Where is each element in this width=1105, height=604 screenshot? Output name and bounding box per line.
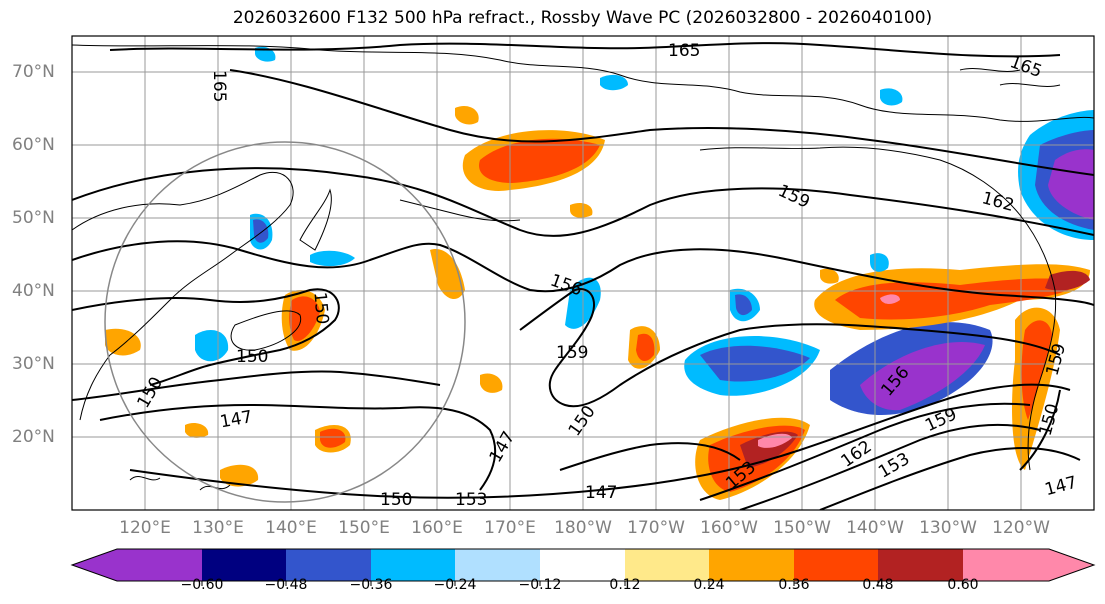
colorbar-cell — [202, 549, 286, 581]
colorbar-cell — [878, 549, 963, 581]
contour-label: 165 — [668, 41, 700, 61]
colorbar-cell — [540, 549, 625, 581]
lon-label-150e: 150°E — [338, 518, 390, 538]
lon-label-120w: 120°W — [992, 518, 1050, 538]
lat-label-60n: 60°N — [12, 135, 55, 155]
colorbar-cell — [371, 549, 455, 581]
contour-label: 150 — [380, 490, 412, 510]
source-region-circle — [104, 141, 466, 503]
contour-label: 150 — [236, 347, 268, 367]
map-title: 2026032600 F132 500 hPa refract., Rossby… — [232, 8, 933, 28]
lon-label-130w: 130°W — [919, 518, 977, 538]
lat-label-40n: 40°N — [12, 281, 55, 301]
map-plot-area: 165 165 165 159 162 156 159 150 147 147 … — [72, 36, 1094, 510]
colorbar-cell — [794, 549, 878, 581]
colorbar-outline — [70, 548, 1096, 582]
colorbar-tick-label: 0.12 — [609, 577, 641, 593]
colorbar-tick-label: −0.60 — [180, 577, 224, 593]
colorbar — [70, 548, 1096, 586]
colorbar-extend-max — [1049, 549, 1094, 581]
colorbar-tick-label: −0.36 — [349, 577, 393, 593]
lon-label-140e: 140°E — [265, 518, 317, 538]
contour-label: 153 — [455, 490, 487, 510]
colorbar-tick-label: −0.48 — [264, 577, 308, 593]
lat-label-50n: 50°N — [12, 208, 55, 228]
graticule — [72, 36, 1094, 510]
lat-label-70n: 70°N — [12, 62, 55, 82]
lon-label-170e: 170°E — [484, 518, 536, 538]
lon-label-130e: 130°E — [192, 518, 244, 538]
contour-label: 165 — [209, 70, 229, 102]
lon-label-160e: 160°E — [411, 518, 463, 538]
lon-label-140w: 140°W — [846, 518, 904, 538]
colorbar-tick-label: 0.36 — [778, 577, 810, 593]
colorbar-tick-label: 0.60 — [947, 577, 979, 593]
contour-label: 159 — [556, 343, 588, 363]
contour-label: 147 — [585, 483, 617, 503]
plot-frame — [71, 35, 1095, 511]
colorbar-tick-label: 0.24 — [693, 577, 725, 593]
colorbar-extend-min — [72, 549, 117, 581]
contour-label: 150 — [309, 291, 332, 325]
lon-label-160w: 160°W — [700, 518, 758, 538]
colorbar-cell — [963, 549, 1049, 581]
colorbar-cell — [625, 549, 709, 581]
colorbar-cell — [117, 549, 202, 581]
colorbar-cell — [286, 549, 371, 581]
colorbar-cell — [709, 549, 794, 581]
lon-label-180w: 180°W — [554, 518, 612, 538]
negative-anomaly-core — [860, 341, 985, 411]
colorbar-tick-label: −0.24 — [433, 577, 477, 593]
lat-label-20n: 20°N — [12, 427, 55, 447]
colorbar-tick-label: −0.12 — [518, 577, 562, 593]
lon-label-120e: 120°E — [119, 518, 171, 538]
lon-label-150w: 150°W — [773, 518, 831, 538]
height-contours — [72, 42, 1094, 510]
colorbar-cell — [455, 549, 540, 581]
lat-label-30n: 30°N — [12, 354, 55, 374]
colorbar-tick-label: 0.48 — [862, 577, 894, 593]
lon-label-170w: 170°W — [627, 518, 685, 538]
